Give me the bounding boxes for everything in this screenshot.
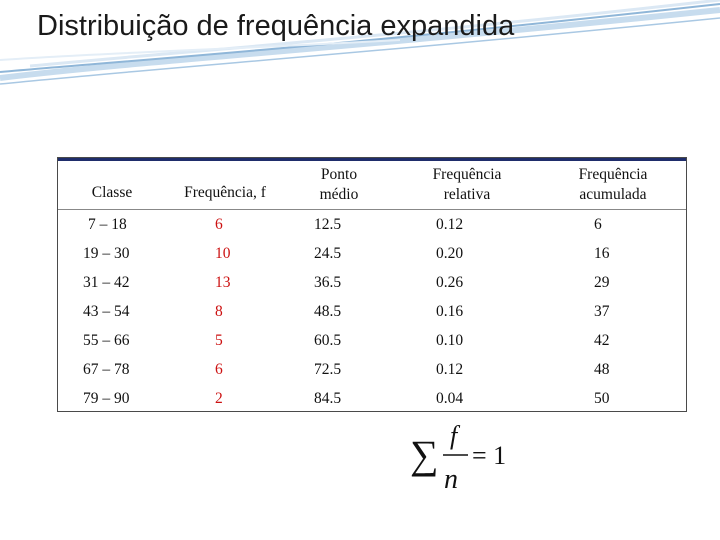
cell-frequencia: 10: [215, 244, 231, 262]
cell-frequencia-acumulada: 29: [594, 273, 610, 291]
cell-frequencia-relativa: 0.20: [436, 244, 464, 262]
table-row: 43 – 54 8 48.5 0.16 37: [58, 297, 686, 326]
cell-classe: 43 – 54: [83, 302, 130, 320]
cell-frequencia-relativa: 0.26: [436, 273, 464, 291]
table-row: 55 – 66 5 60.5 0.10 42: [58, 326, 686, 355]
cell-classe: 7 – 18: [88, 215, 127, 233]
cell-ponto-medio: 84.5: [314, 389, 342, 407]
cell-frequencia: 13: [215, 273, 231, 291]
header-acumulada-line1: Frequência: [578, 166, 648, 183]
cell-frequencia-relativa: 0.10: [436, 331, 464, 349]
formula-numerator: f: [450, 422, 461, 450]
table-row: 67 – 78 6 72.5 0.12 48: [58, 355, 686, 384]
cell-frequencia-relativa: 0.04: [436, 389, 464, 407]
header-frequencia-relativa: Frequência relativa: [394, 158, 540, 210]
table-row: 31 – 42 13 36.5 0.26 29: [58, 268, 686, 297]
header-classe: Classe: [58, 158, 166, 210]
cell-frequencia-acumulada: 48: [594, 360, 610, 378]
header-relativa-line2: relativa: [443, 186, 491, 203]
cell-frequencia-acumulada: 6: [594, 215, 602, 233]
cell-ponto-medio: 72.5: [314, 360, 342, 378]
decorative-swoosh: [0, 0, 720, 85]
table-header-row: Classe Frequência, f Ponto médio Frequên…: [58, 158, 686, 210]
cell-frequencia-relativa: 0.16: [436, 302, 464, 320]
cell-classe: 79 – 90: [83, 389, 130, 407]
cell-frequencia: 6: [215, 215, 223, 233]
frequency-table: Classe Frequência, f Ponto médio Frequên…: [57, 157, 687, 412]
cell-ponto-medio: 12.5: [314, 215, 342, 233]
header-ponto-line2: médio: [319, 186, 359, 203]
formula-denominator: n: [444, 464, 458, 495]
cell-frequencia-acumulada: 37: [594, 302, 610, 320]
header-ponto-medio: Ponto médio: [284, 158, 394, 210]
formula-equals: = 1: [472, 441, 506, 470]
cell-classe: 31 – 42: [83, 273, 130, 291]
cell-frequencia: 5: [215, 331, 223, 349]
cell-classe: 19 – 30: [83, 244, 130, 262]
cell-frequencia-relativa: 0.12: [436, 215, 464, 233]
header-ponto-line1: Ponto: [320, 166, 358, 183]
formula-sigma: ∑: [410, 432, 439, 477]
header-frequencia: Frequência, f: [166, 158, 284, 210]
cell-frequencia: 2: [215, 389, 223, 407]
cell-frequencia-acumulada: 50: [594, 389, 610, 407]
cell-frequencia: 6: [215, 360, 223, 378]
cell-ponto-medio: 60.5: [314, 331, 342, 349]
header-frequencia-label: Frequência, f: [184, 184, 266, 201]
header-acumulada-line2: acumulada: [579, 186, 647, 203]
cell-ponto-medio: 36.5: [314, 273, 342, 291]
cell-frequencia-acumulada: 42: [594, 331, 610, 349]
cell-frequencia-relativa: 0.12: [436, 360, 464, 378]
cell-classe: 67 – 78: [83, 360, 130, 378]
cell-frequencia-acumulada: 16: [594, 244, 610, 262]
sum-formula: ∑ f n = 1: [410, 422, 506, 495]
cell-ponto-medio: 48.5: [314, 302, 342, 320]
table-row: 19 – 30 10 24.5 0.20 16: [58, 239, 686, 268]
header-relativa-line1: Frequência: [432, 166, 502, 183]
cell-frequencia: 8: [215, 302, 223, 320]
cell-classe: 55 – 66: [83, 331, 130, 349]
cell-ponto-medio: 24.5: [314, 244, 342, 262]
header-frequencia-acumulada: Frequência acumulada: [540, 158, 686, 210]
table-row: 79 – 90 2 84.5 0.04 50: [58, 384, 686, 413]
table-row: 7 – 18 6 12.5 0.12 6: [58, 210, 686, 240]
page-title: Distribuição de frequência expandida: [37, 10, 515, 42]
